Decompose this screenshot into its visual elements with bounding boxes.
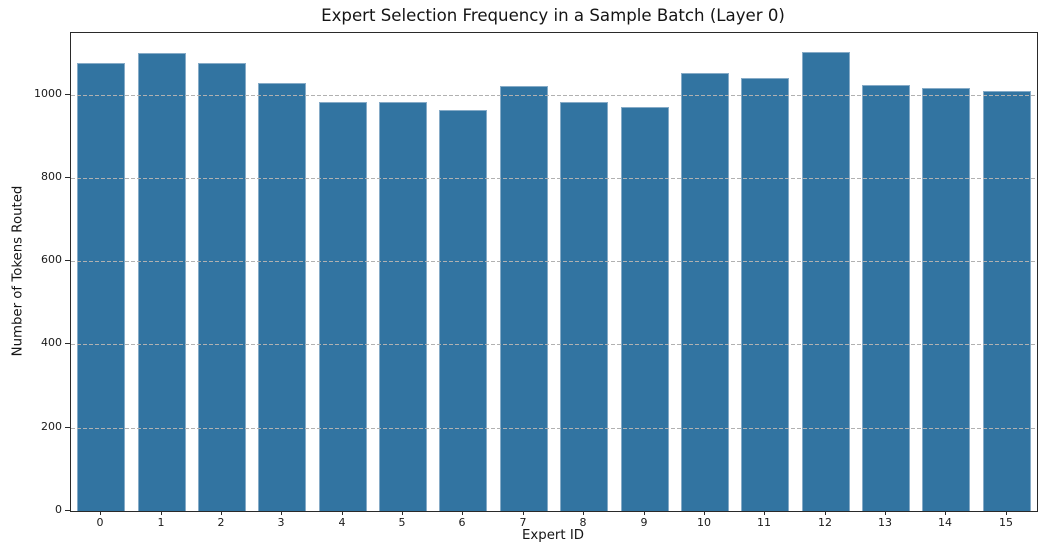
x-tick-label-14: 14	[938, 516, 952, 529]
x-tick-mark-12	[825, 511, 826, 515]
y-tick-label-600: 600	[41, 253, 62, 266]
y-tick-label-0: 0	[55, 503, 62, 516]
y-tick-label-400: 400	[41, 336, 62, 349]
bar-expert-15	[983, 91, 1031, 511]
x-tick-mark-2	[221, 511, 222, 515]
x-tick-mark-14	[945, 511, 946, 515]
gridline-y-800	[71, 178, 1037, 179]
bar-expert-4	[319, 102, 367, 511]
x-tick-mark-1	[161, 511, 162, 515]
bar-expert-13	[862, 85, 910, 511]
x-tick-label-9: 9	[640, 516, 648, 529]
x-tick-label-2: 2	[217, 516, 225, 529]
bar-expert-2	[198, 63, 246, 511]
x-tick-label-6: 6	[458, 516, 466, 529]
x-tick-label-0: 0	[96, 516, 104, 529]
x-tick-label-1: 1	[157, 516, 165, 529]
x-tick-label-15: 15	[999, 516, 1013, 529]
x-tick-mark-4	[342, 511, 343, 515]
bar-expert-11	[741, 78, 789, 511]
x-tick-label-7: 7	[519, 516, 527, 529]
y-tick-mark-0	[65, 510, 70, 511]
x-tick-mark-15	[1006, 511, 1007, 515]
y-tick-label-1000: 1000	[34, 87, 62, 100]
x-tick-label-10: 10	[697, 516, 711, 529]
bar-expert-0	[77, 63, 125, 511]
chart-title: Expert Selection Frequency in a Sample B…	[321, 6, 785, 25]
x-tick-label-5: 5	[398, 516, 406, 529]
bar-expert-8	[560, 102, 608, 511]
bar-expert-14	[922, 88, 970, 511]
gridline-y-400	[71, 344, 1037, 345]
gridline-y-1000	[71, 95, 1037, 96]
gridline-y-200	[71, 428, 1037, 429]
bar-expert-7	[500, 86, 548, 511]
y-tick-mark-600	[65, 260, 70, 261]
x-tick-mark-8	[583, 511, 584, 515]
y-tick-mark-200	[65, 427, 70, 428]
x-tick-label-8: 8	[579, 516, 587, 529]
x-tick-label-12: 12	[818, 516, 832, 529]
y-axis-label: Number of Tokens Routed	[10, 185, 26, 357]
y-tick-label-200: 200	[41, 420, 62, 433]
x-tick-mark-10	[704, 511, 705, 515]
bar-expert-9	[621, 107, 669, 511]
x-axis-label: Expert ID	[522, 528, 584, 543]
x-tick-label-13: 13	[878, 516, 892, 529]
y-tick-mark-800	[65, 177, 70, 178]
plot-area	[70, 32, 1038, 512]
x-tick-mark-13	[885, 511, 886, 515]
x-tick-mark-3	[281, 511, 282, 515]
y-tick-mark-400	[65, 343, 70, 344]
bar-expert-12	[802, 52, 850, 511]
bar-expert-3	[258, 83, 306, 511]
y-tick-mark-1000	[65, 94, 70, 95]
bar-expert-10	[681, 73, 729, 511]
y-tick-label-800: 800	[41, 170, 62, 183]
x-tick-mark-5	[402, 511, 403, 515]
bar-expert-6	[439, 110, 487, 511]
bar-expert-1	[138, 53, 186, 511]
gridline-y-600	[71, 261, 1037, 262]
bar-expert-5	[379, 102, 427, 511]
x-tick-mark-9	[644, 511, 645, 515]
x-tick-mark-0	[100, 511, 101, 515]
x-tick-label-4: 4	[338, 516, 346, 529]
x-tick-mark-6	[462, 511, 463, 515]
x-tick-label-3: 3	[277, 516, 285, 529]
x-tick-label-11: 11	[757, 516, 771, 529]
x-tick-mark-11	[764, 511, 765, 515]
x-tick-mark-7	[523, 511, 524, 515]
